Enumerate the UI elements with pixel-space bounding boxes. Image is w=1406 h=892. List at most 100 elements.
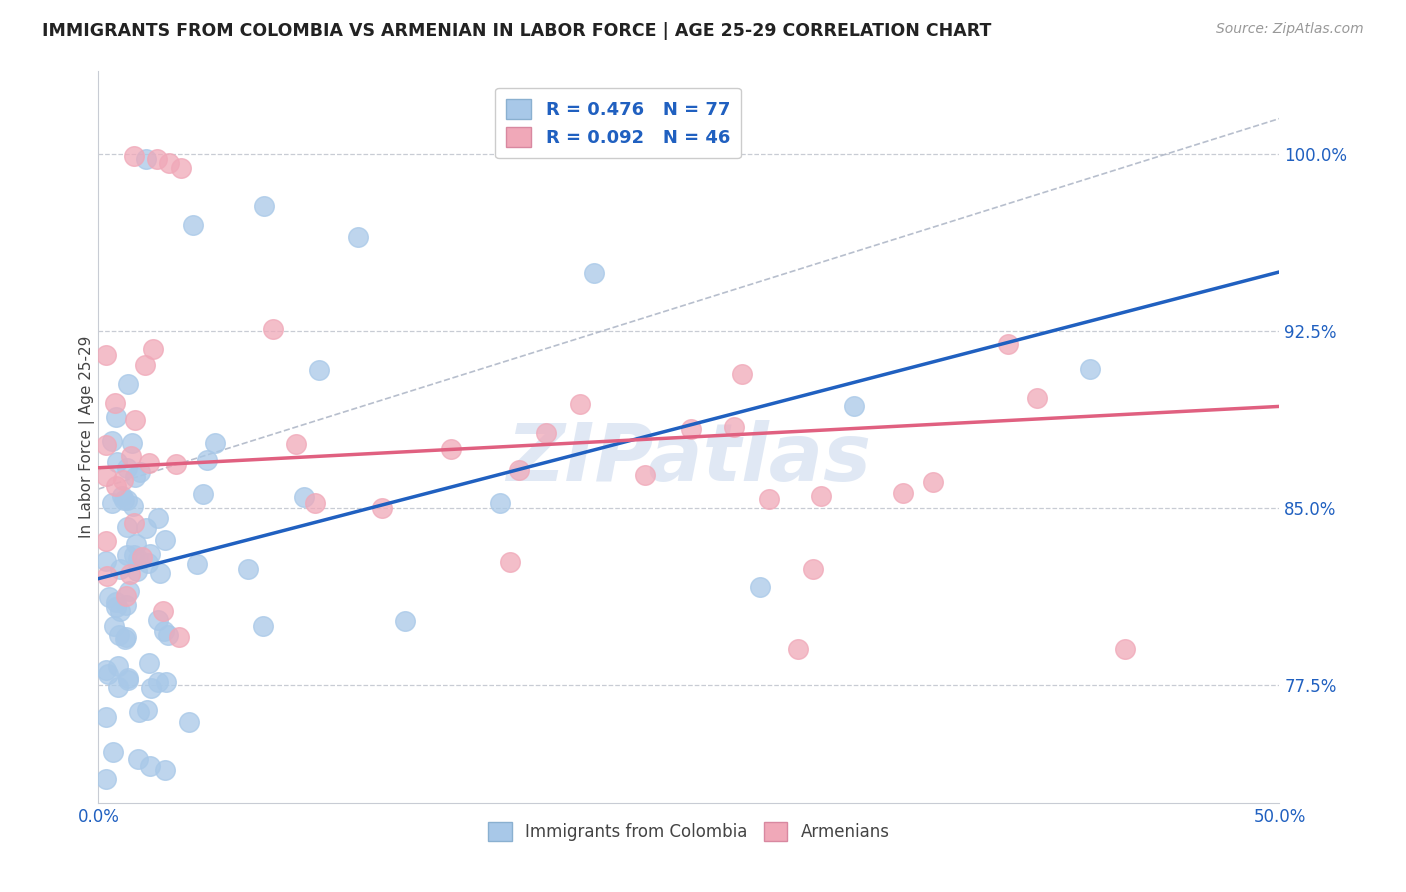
Point — [731, 368, 754, 382]
Point — [252, 619, 274, 633]
Point — [138, 456, 160, 470]
Point — [94, 348, 117, 362]
Point — [810, 490, 832, 504]
Text: IMMIGRANTS FROM COLOMBIA VS ARMENIAN IN LABOR FORCE | AGE 25-29 CORRELATION CHAR: IMMIGRANTS FROM COLOMBIA VS ARMENIAN IN … — [42, 22, 991, 40]
Point — [499, 555, 522, 569]
Point — [107, 680, 129, 694]
Point — [101, 434, 124, 448]
Point — [117, 673, 139, 687]
Point — [997, 337, 1019, 351]
Point — [169, 630, 191, 644]
Point — [844, 399, 866, 413]
Point — [893, 485, 915, 500]
Point — [583, 266, 606, 280]
Point — [146, 613, 169, 627]
Point — [394, 614, 416, 628]
Point — [117, 376, 139, 391]
Point — [122, 516, 145, 530]
Point — [1080, 361, 1102, 376]
Point — [152, 604, 174, 618]
Point — [136, 703, 159, 717]
Point — [112, 492, 135, 507]
Point — [110, 562, 132, 576]
Point — [136, 556, 159, 570]
Point — [111, 489, 134, 503]
Point — [253, 199, 276, 213]
Point — [94, 710, 117, 724]
Point — [115, 589, 138, 603]
Point — [115, 492, 138, 507]
Point — [170, 161, 193, 175]
Point — [786, 642, 808, 657]
Point — [758, 491, 780, 506]
Point — [681, 422, 703, 436]
Point — [105, 599, 128, 614]
Point — [153, 624, 176, 638]
Point — [1026, 391, 1049, 405]
Point — [115, 630, 138, 644]
Point — [128, 705, 150, 719]
Point — [292, 490, 315, 504]
Point — [94, 468, 117, 483]
Point — [129, 465, 152, 479]
Text: Source: ZipAtlas.com: Source: ZipAtlas.com — [1216, 22, 1364, 37]
Point — [124, 537, 146, 551]
Point — [110, 604, 132, 618]
Point — [94, 438, 117, 452]
Point — [285, 437, 308, 451]
Point — [262, 322, 284, 336]
Point — [122, 149, 145, 163]
Point — [125, 564, 148, 578]
Point — [536, 426, 558, 441]
Point — [569, 397, 592, 411]
Point — [204, 435, 226, 450]
Point — [149, 566, 172, 581]
Point — [118, 584, 141, 599]
Legend: Immigrants from Colombia, Armenians: Immigrants from Colombia, Armenians — [479, 814, 898, 849]
Point — [107, 628, 129, 642]
Point — [127, 752, 149, 766]
Point — [117, 548, 139, 562]
Point — [121, 499, 143, 513]
Point — [105, 595, 128, 609]
Point — [308, 363, 330, 377]
Point — [103, 619, 125, 633]
Point — [195, 452, 218, 467]
Point — [138, 656, 160, 670]
Point — [97, 591, 120, 605]
Point — [139, 758, 162, 772]
Point — [115, 599, 138, 613]
Point — [139, 547, 162, 561]
Point — [1114, 642, 1136, 657]
Point — [131, 550, 153, 565]
Point — [105, 455, 128, 469]
Point — [489, 496, 512, 510]
Point — [440, 442, 463, 456]
Point — [117, 519, 139, 533]
Point — [304, 496, 326, 510]
Point — [121, 435, 143, 450]
Point — [135, 521, 157, 535]
Point — [120, 449, 142, 463]
Point — [748, 580, 770, 594]
Point — [508, 463, 530, 477]
Point — [148, 674, 170, 689]
Text: ZIPatlas: ZIPatlas — [506, 420, 872, 498]
Point — [155, 764, 177, 778]
Point — [124, 469, 146, 483]
Point — [371, 500, 394, 515]
Point — [155, 675, 177, 690]
Point — [153, 533, 176, 547]
Point — [104, 409, 127, 424]
Point — [101, 496, 124, 510]
Point — [94, 772, 117, 787]
Point — [801, 562, 824, 576]
Point — [238, 562, 260, 576]
Point — [157, 628, 180, 642]
Point — [146, 511, 169, 525]
Point — [94, 533, 117, 548]
Point — [94, 554, 117, 568]
Point — [633, 468, 655, 483]
Point — [146, 152, 169, 166]
Point — [97, 667, 120, 681]
